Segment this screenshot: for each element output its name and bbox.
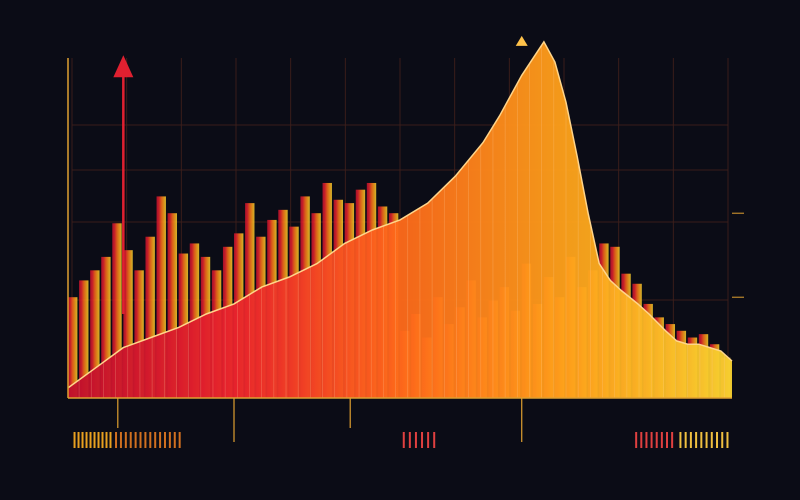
footer-tick [655,432,658,448]
footer-ticks [73,432,729,448]
footer-tick [101,432,104,448]
footer-tick [89,432,92,448]
footer-tick [433,432,436,448]
annotations [113,35,528,314]
footer-tick [124,432,127,448]
bar [79,280,89,398]
footer-tick [427,432,430,448]
bar [68,297,78,398]
footer-tick [726,432,729,448]
bar [145,236,155,398]
footer-tick [700,432,703,448]
footer-tick [689,432,692,448]
footer-tick [721,432,724,448]
footer-tick [178,432,181,448]
footer-tick [645,432,648,448]
footer-tick [665,432,668,448]
bar [123,250,133,398]
footer-tick [139,432,142,448]
footer-tick [144,432,147,448]
footer-tick [85,432,88,448]
footer-tick [414,432,417,448]
footer-tick [163,432,166,448]
peak-marker [515,35,528,46]
footer-tick [705,432,708,448]
footer-tick [149,432,152,448]
footer-tick [173,432,176,448]
footer-tick [97,432,100,448]
footer-tick [93,432,96,448]
footer-tick [115,432,118,448]
x-markers [117,398,523,442]
footer-tick [402,432,405,448]
footer-tick [650,432,653,448]
footer-tick [710,432,713,448]
up-arrow-head [113,55,134,78]
axes [67,58,744,399]
footer-tick [671,432,674,448]
footer-tick [421,432,424,448]
footer-tick [73,432,76,448]
footer-tick [129,432,132,448]
footer-tick [660,432,663,448]
area-series [67,40,733,399]
footer-tick [695,432,698,448]
footer-tick [109,432,112,448]
bar [134,270,144,398]
footer-tick [408,432,411,448]
footer-tick [168,432,171,448]
area-outline [67,40,733,389]
footer-tick [119,432,122,448]
bar [112,223,122,398]
footer-tick [635,432,638,448]
footer-tick [154,432,157,448]
footer-tick [134,432,137,448]
bar [156,196,166,398]
footer-tick [684,432,687,448]
footer-tick [679,432,682,448]
footer-tick [105,432,108,448]
footer-tick [716,432,719,448]
bar [101,256,111,398]
footer-tick [81,432,84,448]
footer-tick [159,432,162,448]
footer-tick [640,432,643,448]
footer-tick [77,432,80,448]
bar [167,213,178,398]
bar [90,270,100,398]
